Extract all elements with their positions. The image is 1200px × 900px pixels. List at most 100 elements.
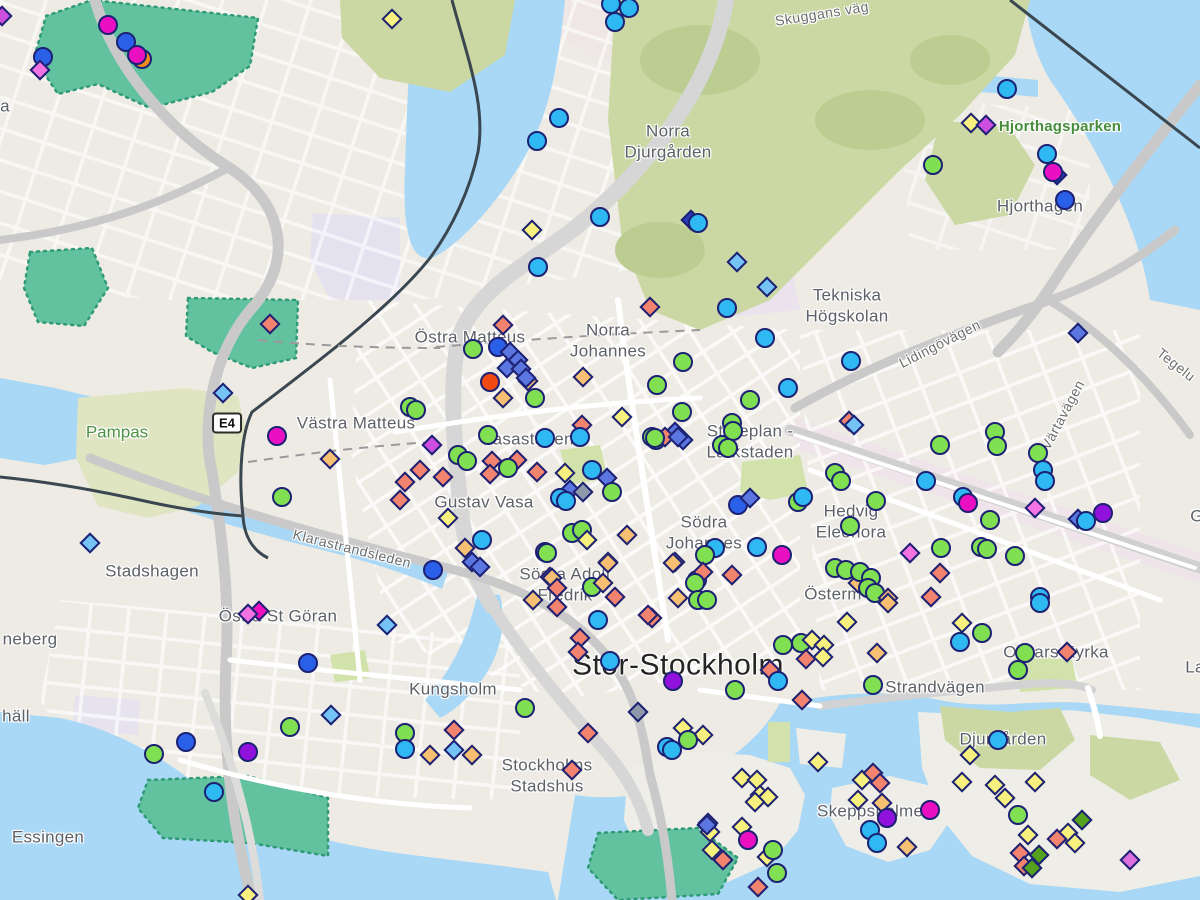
- marker-circle[interactable]: [1037, 144, 1057, 164]
- marker-diamond[interactable]: [667, 587, 689, 609]
- marker-diamond[interactable]: [1119, 849, 1141, 871]
- marker-circle[interactable]: [605, 12, 625, 32]
- marker-diamond[interactable]: [461, 744, 483, 766]
- marker-diamond[interactable]: [616, 524, 638, 546]
- marker-circle[interactable]: [1030, 593, 1050, 613]
- marker-circle[interactable]: [740, 390, 760, 410]
- marker-circle[interactable]: [238, 742, 258, 762]
- marker-circle[interactable]: [725, 680, 745, 700]
- marker-diamond[interactable]: [847, 789, 869, 811]
- marker-circle[interactable]: [768, 671, 788, 691]
- marker-diamond[interactable]: [721, 564, 743, 586]
- marker-circle[interactable]: [988, 730, 1008, 750]
- marker-circle[interactable]: [1008, 660, 1028, 680]
- marker-circle[interactable]: [272, 487, 292, 507]
- marker-circle[interactable]: [590, 207, 610, 227]
- marker-circle[interactable]: [931, 538, 951, 558]
- marker-circle[interactable]: [549, 108, 569, 128]
- marker-circle[interactable]: [619, 0, 639, 18]
- marker-circle[interactable]: [747, 537, 767, 557]
- marker-circle[interactable]: [1093, 503, 1113, 523]
- marker-diamond[interactable]: [577, 722, 599, 744]
- marker-circle[interactable]: [987, 436, 1007, 456]
- marker-circle[interactable]: [863, 675, 883, 695]
- marker-diamond[interactable]: [920, 586, 942, 608]
- marker-diamond[interactable]: [522, 589, 544, 611]
- marker-circle[interactable]: [1055, 190, 1075, 210]
- marker-diamond[interactable]: [394, 471, 416, 493]
- marker-circle[interactable]: [997, 79, 1017, 99]
- marker-circle[interactable]: [778, 378, 798, 398]
- marker-circle[interactable]: [773, 635, 793, 655]
- marker-diamond[interactable]: [1071, 809, 1093, 831]
- marker-diamond[interactable]: [627, 701, 649, 723]
- marker-circle[interactable]: [1005, 546, 1025, 566]
- marker-circle[interactable]: [958, 493, 978, 513]
- marker-circle[interactable]: [772, 545, 792, 565]
- marker-diamond[interactable]: [959, 744, 981, 766]
- marker-diamond[interactable]: [237, 884, 259, 900]
- marker-diamond[interactable]: [639, 296, 661, 318]
- marker-circle[interactable]: [647, 375, 667, 395]
- marker-circle[interactable]: [1043, 162, 1063, 182]
- marker-diamond[interactable]: [421, 434, 443, 456]
- marker-circle[interactable]: [457, 451, 477, 471]
- marker-circle[interactable]: [204, 782, 224, 802]
- marker-circle[interactable]: [515, 698, 535, 718]
- marker-circle[interactable]: [525, 388, 545, 408]
- marker-circle[interactable]: [763, 840, 783, 860]
- marker-circle[interactable]: [755, 328, 775, 348]
- marker-circle[interactable]: [840, 516, 860, 536]
- marker-diamond[interactable]: [212, 382, 234, 404]
- marker-diamond[interactable]: [791, 689, 813, 711]
- marker-diamond[interactable]: [899, 542, 921, 564]
- marker-diamond[interactable]: [389, 489, 411, 511]
- marker-diamond[interactable]: [951, 612, 973, 634]
- marker-diamond[interactable]: [259, 313, 281, 335]
- marker-diamond[interactable]: [319, 448, 341, 470]
- marker-diamond[interactable]: [975, 114, 997, 136]
- marker-diamond[interactable]: [526, 461, 548, 483]
- marker-circle[interactable]: [920, 800, 940, 820]
- marker-diamond[interactable]: [597, 552, 619, 574]
- marker-circle[interactable]: [831, 471, 851, 491]
- marker-circle[interactable]: [841, 351, 861, 371]
- marker-circle[interactable]: [498, 458, 518, 478]
- marker-circle[interactable]: [678, 730, 698, 750]
- marker-diamond[interactable]: [604, 586, 626, 608]
- marker-circle[interactable]: [916, 471, 936, 491]
- marker-circle[interactable]: [738, 830, 758, 850]
- marker-diamond[interactable]: [492, 387, 514, 409]
- marker-circle[interactable]: [980, 510, 1000, 530]
- marker-circle[interactable]: [695, 545, 715, 565]
- marker-circle[interactable]: [972, 623, 992, 643]
- marker-circle[interactable]: [662, 740, 682, 760]
- marker-circle[interactable]: [144, 744, 164, 764]
- marker-circle[interactable]: [556, 491, 576, 511]
- marker-circle[interactable]: [478, 425, 498, 445]
- marker-circle[interactable]: [697, 590, 717, 610]
- marker-diamond[interactable]: [381, 8, 403, 30]
- marker-diamond[interactable]: [896, 836, 918, 858]
- marker-circle[interactable]: [867, 833, 887, 853]
- marker-circle[interactable]: [527, 131, 547, 151]
- marker-diamond[interactable]: [836, 611, 858, 633]
- marker-circle[interactable]: [480, 372, 500, 392]
- marker-diamond[interactable]: [1024, 497, 1046, 519]
- marker-circle[interactable]: [602, 482, 622, 502]
- marker-diamond[interactable]: [951, 771, 973, 793]
- marker-diamond[interactable]: [807, 751, 829, 773]
- marker-circle[interactable]: [472, 530, 492, 550]
- marker-diamond[interactable]: [1056, 641, 1078, 663]
- marker-circle[interactable]: [298, 653, 318, 673]
- marker-circle[interactable]: [570, 427, 590, 447]
- marker-diamond[interactable]: [554, 462, 576, 484]
- marker-diamond[interactable]: [443, 739, 465, 761]
- marker-diamond[interactable]: [419, 744, 441, 766]
- marker-circle[interactable]: [406, 400, 426, 420]
- marker-circle[interactable]: [537, 543, 557, 563]
- marker-diamond[interactable]: [0, 5, 13, 27]
- marker-diamond[interactable]: [929, 562, 951, 584]
- marker-circle[interactable]: [267, 426, 287, 446]
